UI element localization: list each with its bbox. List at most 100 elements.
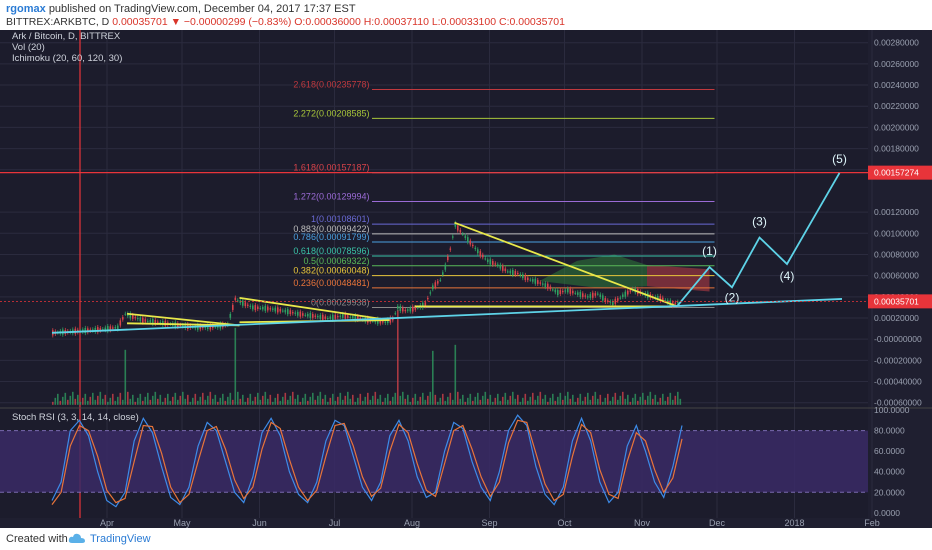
candle-body <box>604 298 607 302</box>
volume-bar <box>404 398 407 405</box>
candle-body <box>552 289 554 291</box>
candle-body <box>269 308 272 310</box>
volume-bar <box>549 397 552 405</box>
volume-bar <box>659 397 662 405</box>
wave-label: (5) <box>832 152 847 166</box>
volume-bar <box>199 396 202 405</box>
time-tick-label: Aug <box>404 518 420 528</box>
volume-bar <box>234 327 237 405</box>
volume-bar <box>59 400 62 405</box>
author-link[interactable]: rgomax <box>6 3 46 15</box>
volume-bar <box>294 398 297 405</box>
candle-body <box>357 316 359 320</box>
candle-body <box>309 312 312 319</box>
volume-bar <box>72 391 74 405</box>
volume-bar <box>577 397 579 405</box>
candle-body <box>564 290 567 292</box>
candle-body <box>162 321 164 325</box>
volume-bar <box>252 400 254 405</box>
candle-body <box>519 274 522 276</box>
volume-bar <box>367 392 369 405</box>
volume-bar <box>352 394 354 405</box>
candle-body <box>287 309 289 315</box>
tradingview-brand-link[interactable]: TradingView <box>90 533 151 545</box>
candle-body <box>497 264 499 266</box>
volume-bar <box>497 393 499 405</box>
candle-body <box>214 326 217 328</box>
candle-body <box>517 272 519 275</box>
volume-bar <box>382 401 384 405</box>
volume-bar <box>372 395 374 405</box>
volume-bar <box>537 395 539 405</box>
volume-bar <box>322 398 324 405</box>
candle-body <box>449 248 452 250</box>
symbol-label: BITTREX:ARKBTC, D <box>6 16 110 28</box>
candle-body <box>404 309 407 312</box>
volume-bar <box>662 393 664 405</box>
fib-level-label: 0(0.00029938) <box>311 297 370 307</box>
volume-bar <box>384 397 387 405</box>
volume-bar <box>539 391 542 405</box>
volume-bar <box>482 395 484 405</box>
volume-bar <box>97 395 99 405</box>
candle-body <box>417 307 419 309</box>
volume-bars <box>52 309 682 405</box>
price-chart[interactable]: Apr May Jun Jul Aug Sep Oct Nov Dec 2018 Feb 0.0028… <box>0 30 932 528</box>
volume-bar <box>117 396 119 405</box>
volume-bar <box>582 400 584 405</box>
volume-bar <box>254 396 257 405</box>
candle-body <box>602 295 604 301</box>
stoch-band <box>0 430 868 493</box>
volume-bar <box>527 400 529 405</box>
volume-bar <box>467 397 469 405</box>
volume-bar <box>649 391 652 405</box>
volume-bar <box>487 398 489 405</box>
candle-body <box>347 315 349 318</box>
candle-body <box>389 317 392 323</box>
volume-bar <box>652 398 654 405</box>
candle-body <box>562 290 564 293</box>
candle-body <box>617 298 619 301</box>
volume-bar <box>172 396 174 405</box>
price-axis-background <box>868 30 932 518</box>
price-candles <box>52 220 679 338</box>
candle-body <box>272 308 274 310</box>
volume-bar <box>519 401 522 405</box>
fib-level-label: 0.382(0.00060048) <box>293 266 369 276</box>
price-tick-label: 0.00240000 <box>874 80 919 90</box>
price-tag-cursor: 0.00157274 <box>868 165 932 180</box>
volume-bar <box>134 401 137 405</box>
candle-body <box>319 315 322 319</box>
volume-bar <box>202 392 204 405</box>
candle-body <box>159 321 162 324</box>
candle-body <box>314 315 317 317</box>
candle-body <box>624 291 627 297</box>
volume-bar <box>474 396 477 405</box>
volume-bar <box>617 399 619 405</box>
candle-body <box>454 222 457 227</box>
candle-body <box>304 314 307 316</box>
candle-body <box>124 313 127 315</box>
volume-bar <box>249 393 252 405</box>
candle-body <box>139 317 142 322</box>
volume-bar <box>564 395 567 405</box>
price-tick-label: -0.00060000 <box>874 398 922 408</box>
volume-bar <box>64 392 67 405</box>
volume-bar <box>499 400 502 405</box>
volume-bar <box>77 394 79 405</box>
volume-bar <box>417 400 419 405</box>
price-tick-label: 0.00280000 <box>874 38 919 48</box>
candle-body <box>152 318 154 325</box>
volume-bar <box>489 394 492 405</box>
volume-bar <box>444 400 447 405</box>
candle-body <box>559 290 562 294</box>
volume-bar <box>334 400 337 405</box>
volume-bar <box>302 397 304 405</box>
fib-level-label: 0.786(0.00091799) <box>293 232 369 242</box>
candle-body <box>379 319 382 324</box>
fib-level-label: 2.272(0.00208585) <box>293 108 369 118</box>
candle-body <box>444 264 447 270</box>
volume-bar <box>94 399 97 405</box>
last-price-tag-bg <box>868 294 932 309</box>
candle-body <box>614 298 617 304</box>
